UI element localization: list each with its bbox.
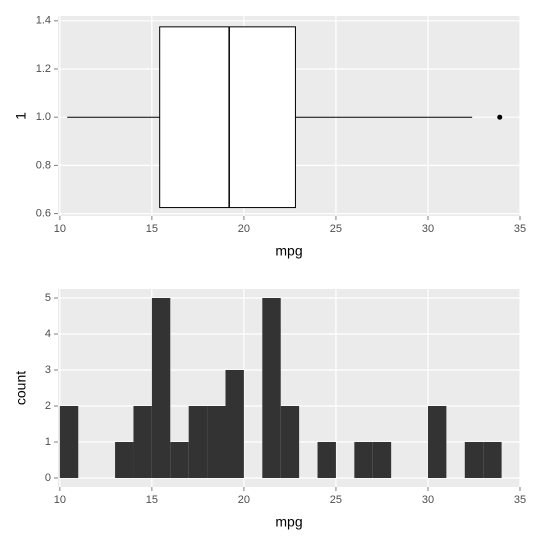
x-axis-title: mpg <box>275 514 302 530</box>
bar <box>59 406 79 478</box>
y-tick-label: 2 <box>45 400 51 412</box>
x-tick-label: 30 <box>422 223 434 235</box>
x-tick-label: 25 <box>330 494 342 506</box>
x-tick-label: 10 <box>54 223 66 235</box>
y-tick-label: 1.2 <box>36 63 51 75</box>
bar <box>170 442 189 478</box>
outlier <box>497 114 503 120</box>
y-tick-label: 5 <box>45 292 51 304</box>
bar <box>115 442 134 478</box>
bar <box>372 442 392 478</box>
x-tick-label: 15 <box>146 223 158 235</box>
x-tick-label: 15 <box>146 494 158 506</box>
x-tick-label: 20 <box>238 494 250 506</box>
x-tick-label: 20 <box>238 223 250 235</box>
y-tick-label: 1.0 <box>36 111 51 123</box>
y-tick-label: 0.8 <box>36 159 51 171</box>
bar <box>225 370 244 478</box>
box <box>159 26 296 209</box>
bar <box>151 298 171 478</box>
x-axis-title: mpg <box>275 243 302 259</box>
bar <box>464 442 484 478</box>
bar <box>427 406 447 478</box>
bar <box>354 442 373 478</box>
bar <box>207 406 226 478</box>
y-tick-label: 0 <box>45 472 51 484</box>
y-axis-title: 1 <box>13 112 29 120</box>
y-tick-label: 4 <box>45 328 51 340</box>
bar <box>262 298 281 478</box>
bar <box>280 406 300 478</box>
y-tick-label: 0.6 <box>36 207 51 219</box>
y-tick-label: 1 <box>45 436 51 448</box>
y-tick-label: 3 <box>45 364 51 376</box>
x-tick-label: 30 <box>422 494 434 506</box>
bar <box>317 442 336 478</box>
bar <box>483 442 502 478</box>
bar <box>133 406 152 478</box>
y-tick-label: 1.4 <box>36 15 51 27</box>
y-axis-title: count <box>13 371 29 405</box>
x-tick-label: 35 <box>514 223 526 235</box>
x-tick-label: 10 <box>54 494 66 506</box>
x-tick-label: 35 <box>514 494 526 506</box>
x-tick-label: 25 <box>330 223 342 235</box>
bar <box>188 406 208 478</box>
